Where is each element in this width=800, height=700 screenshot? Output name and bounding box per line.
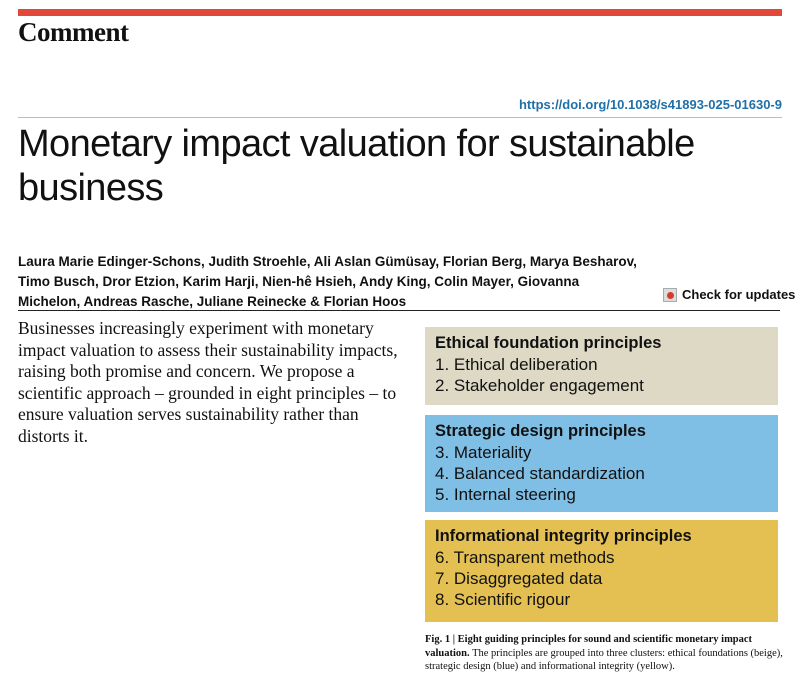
divider (18, 310, 780, 311)
check-updates-label: Check for updates (682, 287, 796, 302)
principle-item: 7. Disaggregated data (435, 569, 603, 588)
accent-bar (18, 9, 782, 16)
caption-text: The principles are grouped into three cl… (425, 647, 783, 673)
doi-link[interactable]: https://doi.org/10.1038/s41893-025-01630… (518, 97, 782, 112)
cluster-strategic: Strategic design principles 3. Materiali… (425, 415, 778, 512)
divider (18, 117, 782, 118)
article-title: Monetary impact valuation for sustainabl… (18, 123, 695, 209)
cluster-title: Informational integrity principles (435, 527, 692, 545)
principle-item: 1. Ethical deliberation (435, 355, 598, 374)
section-label: Comment (18, 17, 129, 47)
figure-caption: Fig. 1 | Eight guiding principles for so… (425, 633, 790, 674)
cluster-title: Strategic design principles (435, 422, 646, 440)
principle-item: 6. Transparent methods (435, 548, 615, 567)
principle-item: 5. Internal steering (435, 485, 576, 504)
author-list: Laura Marie Edinger-Schons, Judith Stroe… (18, 254, 637, 309)
abstract: Businesses increasingly experiment with … (18, 318, 398, 446)
principle-item: 4. Balanced standardization (435, 464, 645, 483)
cluster-title: Ethical foundation principles (435, 334, 662, 352)
caption-title: Fig. 1 | Eight guiding principles for so… (425, 634, 753, 659)
cluster-ethical: Ethical foundation principles 1. Ethical… (425, 327, 778, 405)
principle-item: 2. Stakeholder engagement (435, 376, 644, 395)
principle-item: 3. Materiality (435, 443, 532, 462)
principle-item: 8. Scientific rigour (435, 590, 571, 609)
cluster-informational: Informational integrity principles 6. Tr… (425, 520, 778, 622)
check-updates-button[interactable]: Check for updates (663, 287, 795, 302)
check-updates-icon (663, 287, 677, 302)
